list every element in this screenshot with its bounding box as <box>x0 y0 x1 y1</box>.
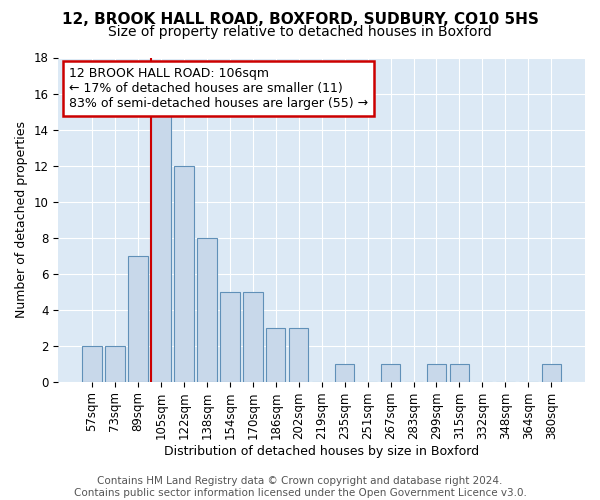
X-axis label: Distribution of detached houses by size in Boxford: Distribution of detached houses by size … <box>164 444 479 458</box>
Text: 12 BROOK HALL ROAD: 106sqm
← 17% of detached houses are smaller (11)
83% of semi: 12 BROOK HALL ROAD: 106sqm ← 17% of deta… <box>69 67 368 110</box>
Text: Size of property relative to detached houses in Boxford: Size of property relative to detached ho… <box>108 25 492 39</box>
Bar <box>381 364 400 382</box>
Y-axis label: Number of detached properties: Number of detached properties <box>15 121 28 318</box>
Bar <box>427 364 446 382</box>
Text: 12, BROOK HALL ROAD, BOXFORD, SUDBURY, CO10 5HS: 12, BROOK HALL ROAD, BOXFORD, SUDBURY, C… <box>62 12 538 28</box>
Bar <box>197 238 217 382</box>
Bar <box>128 256 148 382</box>
Bar <box>542 364 561 382</box>
Bar <box>220 292 239 382</box>
Bar <box>243 292 263 382</box>
Bar <box>449 364 469 382</box>
Text: Contains HM Land Registry data © Crown copyright and database right 2024.
Contai: Contains HM Land Registry data © Crown c… <box>74 476 526 498</box>
Bar <box>335 364 355 382</box>
Bar <box>174 166 194 382</box>
Bar <box>266 328 286 382</box>
Bar <box>82 346 102 382</box>
Bar <box>151 112 170 382</box>
Bar <box>289 328 308 382</box>
Bar <box>105 346 125 382</box>
